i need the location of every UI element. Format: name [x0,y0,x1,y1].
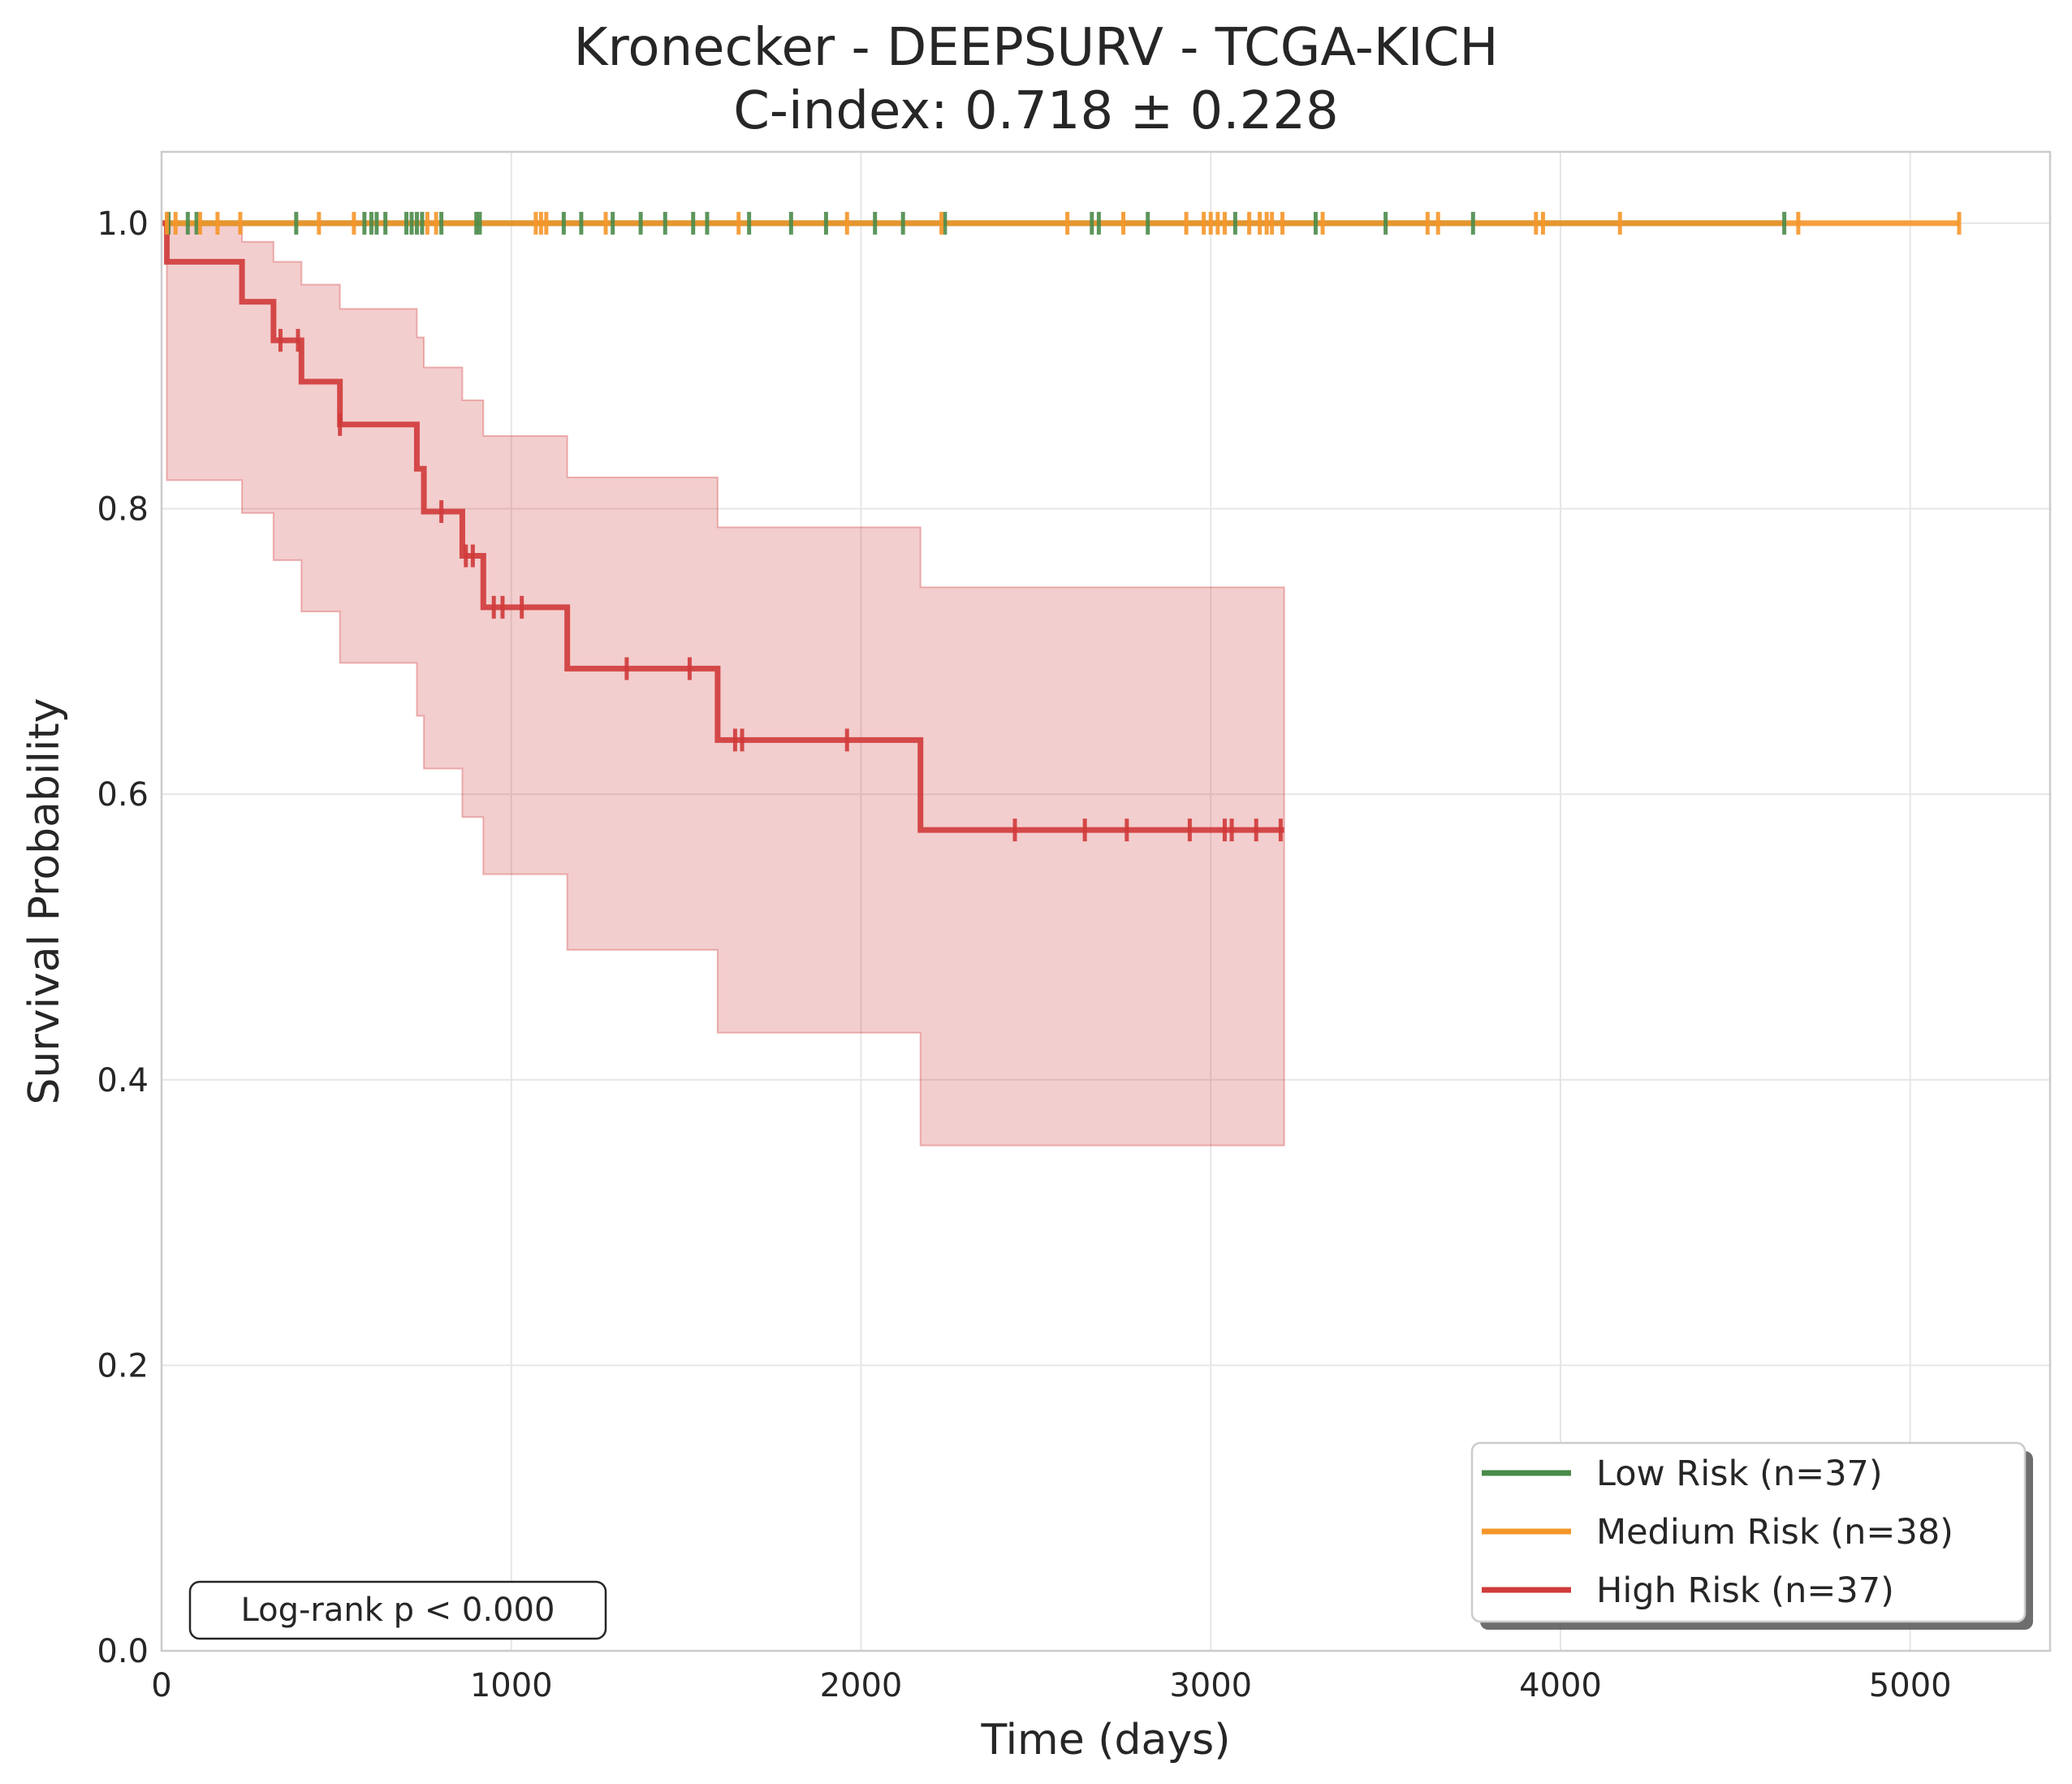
y-tick-label: 0.0 [97,1633,149,1670]
chart-subtitle: C-index: 0.718 ± 0.228 [733,81,1339,141]
y-axis-ticks: 0.0 0.2 0.4 0.6 0.8 1.0 [97,205,149,1670]
y-tick-label: 0.2 [97,1347,149,1384]
x-tick-label: 3000 [1169,1667,1252,1704]
plot-frame [160,150,2052,1652]
y-tick-label: 0.8 [97,491,149,529]
x-tick-label: 0 [151,1667,171,1704]
annotation-box [188,1580,607,1640]
survival-lines [162,220,1960,833]
legend-box [1470,1441,2027,1623]
x-tick-label: 2000 [820,1667,903,1704]
legend: Low Risk (n=37) Medium Risk (n=38) High Ri… [1470,1441,2033,1630]
survival-line-2 [162,220,1284,833]
x-axis-ticks: 0 1000 2000 3000 4000 5000 [151,1667,1951,1704]
chart-title: Kronecker - DEEPSURV - TCGA-KICH [574,18,1499,78]
logrank-annotation: Log-rank p < 0.000 [188,1580,607,1640]
confidence-band-2 [162,222,1285,1147]
censor-marks [164,211,1962,842]
legend-label: Medium Risk (n=38) [1596,1512,1953,1553]
grid [161,152,2050,1652]
y-axis-label: Survival Probability [20,698,69,1104]
y-tick-label: 0.6 [97,776,149,814]
y-tick-label: 1.0 [97,205,149,243]
x-tick-label: 4000 [1519,1667,1602,1704]
legend-label: Low Risk (n=37) [1596,1454,1883,1494]
y-tick-label: 0.4 [97,1062,149,1099]
confidence-band-layer [162,222,1285,1147]
x-tick-label: 1000 [470,1667,553,1704]
x-axis-label: Time (days) [980,1716,1230,1765]
x-tick-label: 5000 [1869,1667,1952,1704]
legend-label: High Risk (n=37) [1596,1570,1894,1611]
logrank-text: Log-rank p < 0.000 [241,1592,555,1629]
